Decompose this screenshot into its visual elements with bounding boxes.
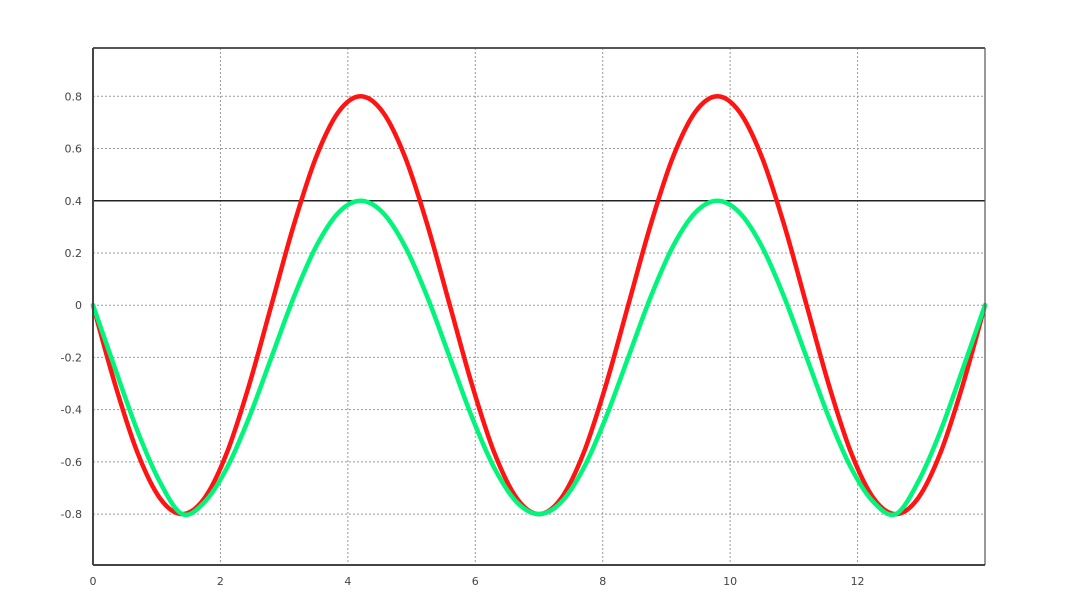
y-tick-label: 0.6 — [65, 143, 83, 156]
y-axis-ticks: 0.8 0.6 0.4 0.2 0 -0.2 -0.4 -0.6 -0.8 — [61, 90, 82, 521]
grid — [93, 48, 985, 565]
x-axis-ticks: 0 2 4 6 8 10 12 — [90, 575, 865, 588]
plot-frame — [92, 47, 986, 566]
x-tick-label: 12 — [851, 575, 865, 588]
x-tick-label: 4 — [344, 575, 351, 588]
y-tick-label: 0 — [75, 299, 82, 312]
y-tick-label: -0.2 — [61, 351, 82, 364]
series-line-2 — [90, 198, 988, 518]
y-tick-label: -0.6 — [61, 456, 82, 469]
y-tick-label: 0.4 — [65, 195, 83, 208]
x-tick-label: 0 — [90, 575, 97, 588]
x-tick-label: 10 — [723, 575, 737, 588]
y-tick-label: -0.4 — [61, 404, 82, 417]
y-tick-label: 0.8 — [65, 90, 83, 103]
series-group — [90, 94, 988, 518]
x-tick-label: 8 — [599, 575, 606, 588]
y-tick-label: -0.8 — [61, 508, 82, 521]
y-tick-label: 0.2 — [65, 247, 83, 260]
x-tick-label: 6 — [472, 575, 479, 588]
x-tick-label: 2 — [217, 575, 224, 588]
